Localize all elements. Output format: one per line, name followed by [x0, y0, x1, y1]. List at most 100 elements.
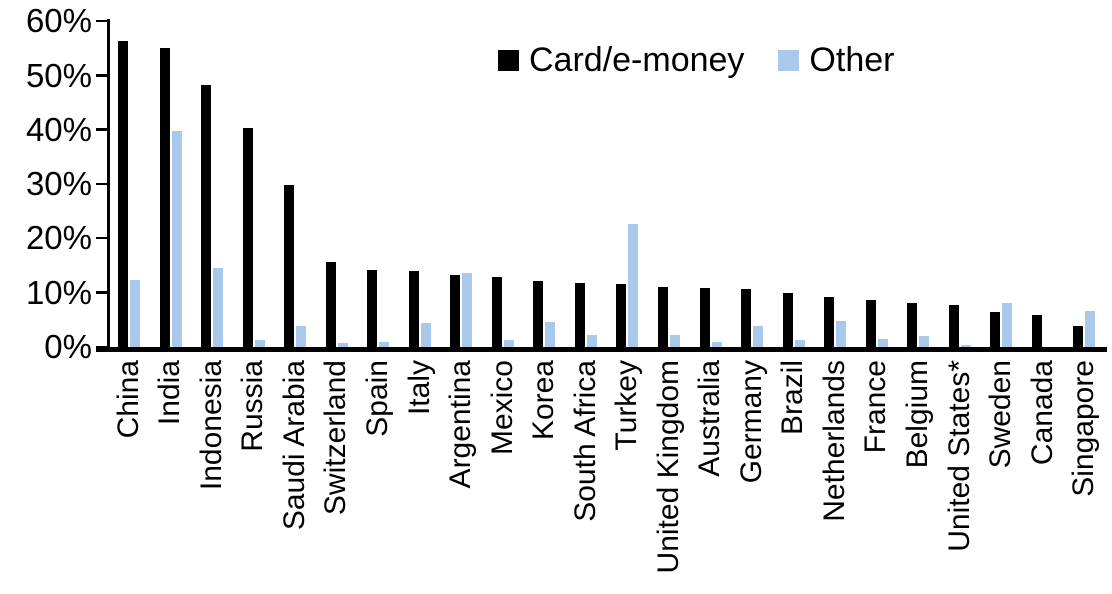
x-axis-label-cell: Saudi Arabia: [274, 360, 316, 594]
x-axis-label-cell: Argentina: [440, 360, 482, 594]
x-axis-label-cell: India: [150, 360, 192, 594]
x-axis-label: Spain: [361, 360, 394, 437]
x-axis-label-cell: Sweden: [980, 360, 1022, 594]
legend-item-other: Other: [778, 42, 894, 78]
x-axis-label-cell: Indonesia: [191, 360, 233, 594]
y-axis-tick: [96, 128, 108, 131]
bar-other: [337, 342, 348, 347]
bar-other: [960, 344, 971, 347]
y-axis-tick: [96, 74, 108, 77]
bar-card-e-money: [741, 289, 752, 347]
y-axis-label: 10%: [25, 273, 92, 311]
x-axis-label: China: [111, 360, 145, 439]
y-axis-label: 0%: [44, 328, 92, 365]
legend-item-card-e-money: Card/e-money: [498, 42, 744, 78]
y-axis-label: 20%: [25, 219, 92, 257]
x-axis-label: Korea: [527, 360, 561, 441]
bar-other: [794, 340, 805, 347]
bar-card-e-money: [658, 286, 669, 347]
bar-card-e-money: [325, 262, 336, 347]
legend-label: Other: [809, 41, 895, 79]
bar-other: [503, 339, 514, 347]
bar-card-e-money: [574, 283, 585, 347]
x-axis-label: Indonesia: [194, 360, 228, 491]
x-axis-label: Belgium: [901, 360, 935, 469]
x-axis-label: Mexico: [485, 360, 519, 456]
bar-other: [171, 131, 182, 347]
y-axis-line: [107, 19, 110, 347]
y-axis-tick: [96, 291, 108, 294]
x-axis-label-cell: Belgium: [897, 360, 939, 594]
x-axis-label-cell: Turkey: [606, 360, 648, 594]
x-axis-label: Brazil: [776, 360, 810, 436]
x-axis-label: Australia: [693, 360, 727, 477]
y-axis-tick: [96, 19, 108, 23]
x-axis-line: [96, 347, 1107, 352]
bar-other: [130, 280, 140, 347]
x-axis-label-cell: Brazil: [773, 360, 815, 594]
legend-swatch-card-e-money: [498, 49, 519, 71]
x-axis-label-cell: Italy: [399, 360, 441, 594]
bar-other: [1085, 310, 1096, 347]
x-axis-label: Netherlands: [817, 360, 851, 522]
x-axis-label: United Kingdom: [651, 360, 685, 574]
x-axis-label: Russia: [236, 360, 270, 452]
bar-other: [711, 341, 722, 347]
bar-card-e-money: [242, 127, 253, 347]
bar-other: [462, 272, 473, 347]
bar-card-e-money: [367, 270, 378, 347]
x-axis-label-cell: Mexico: [482, 360, 524, 594]
x-axis-label-cell: Singapore: [1063, 360, 1105, 594]
bar-card-e-money: [450, 274, 461, 347]
bar-other: [379, 341, 390, 347]
bar-other: [628, 224, 639, 347]
bar-card-e-money: [408, 270, 419, 347]
bar-other: [254, 340, 265, 347]
bar-card-e-money: [491, 276, 502, 347]
x-axis-label-cell: United Kingdom: [648, 360, 690, 594]
x-axis-label: Sweden: [984, 360, 1018, 469]
bar-other: [753, 325, 764, 347]
bar-card-e-money: [1031, 314, 1042, 347]
x-axis-label: Germany: [734, 360, 768, 484]
y-axis-label: 40%: [25, 110, 92, 148]
x-axis-label-cell: United States*: [939, 360, 981, 594]
bar-other: [545, 322, 556, 347]
y-axis-tick: [96, 345, 108, 348]
bar-other: [296, 325, 307, 347]
bar-other: [1002, 303, 1013, 347]
bar-card-e-money: [948, 304, 959, 347]
x-axis-label-cell: Canada: [1022, 360, 1064, 594]
x-axis-label: France: [859, 360, 893, 454]
y-axis-tick: [96, 236, 108, 240]
bar-card-e-money: [201, 85, 212, 347]
legend-swatch-other: [778, 49, 800, 71]
bar-card-e-money: [865, 300, 876, 347]
x-axis-label: Saudi Arabia: [277, 360, 311, 531]
bar-card-e-money: [824, 297, 835, 347]
bar-other: [877, 338, 888, 347]
bar-other: [586, 334, 597, 347]
x-axis-label: Turkey: [610, 360, 644, 451]
x-axis-label: Canada: [1025, 360, 1059, 466]
x-axis-label: Argentina: [444, 360, 478, 489]
legend: Card/e-money Other: [498, 42, 894, 78]
bar-card-e-money: [616, 284, 627, 347]
bar-card-e-money: [159, 48, 170, 347]
x-axis-label-cell: Australia: [690, 360, 732, 594]
bar-other: [670, 334, 681, 347]
x-axis-label: India: [153, 360, 187, 426]
legend-label: Card/e-money: [529, 41, 745, 79]
y-axis-label: 30%: [25, 165, 92, 203]
bar-card-e-money: [990, 311, 1001, 347]
bar-other: [420, 323, 431, 347]
bar-card-e-money: [1073, 325, 1084, 347]
x-axis-label-cell: Netherlands: [814, 360, 856, 594]
bar-card-e-money: [699, 288, 710, 347]
x-axis-label: Switzerland: [319, 360, 353, 516]
bar-card-e-money: [118, 41, 128, 347]
y-axis-label: 50%: [25, 56, 92, 94]
x-axis-label-cell: France: [856, 360, 898, 594]
bar-card-e-money: [782, 292, 793, 347]
